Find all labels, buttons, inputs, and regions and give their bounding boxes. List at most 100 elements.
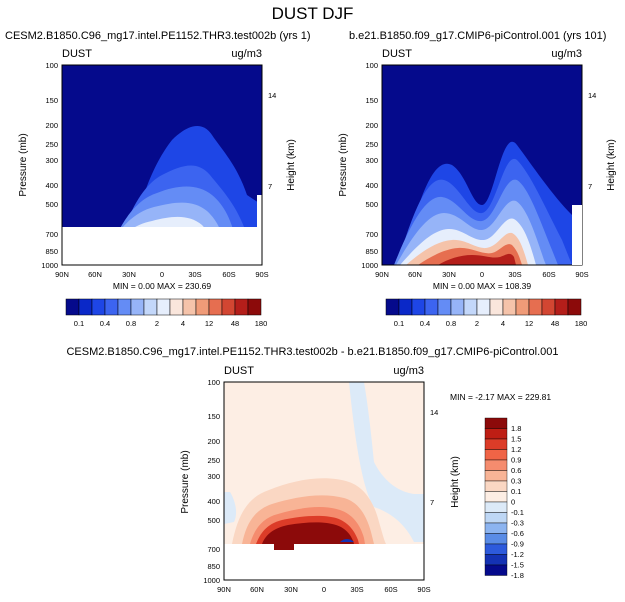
right-ground-strip — [572, 205, 582, 265]
page-title: DUST DJF — [271, 4, 354, 23]
right-ytick-700: 700 — [365, 230, 378, 239]
diff-colorbar-box-1 — [484, 428, 508, 440]
left-colorbar-box-7 — [156, 298, 171, 316]
diff-ytick-250: 250 — [207, 456, 220, 465]
left-colorbar-label-1: 0.4 — [100, 319, 110, 328]
right-colorbar-box-8 — [489, 298, 504, 316]
diff-colorbar-label-7: 0 — [511, 498, 515, 507]
left-ytick-150: 150 — [45, 96, 58, 105]
right-xtick-5: 60S — [542, 270, 555, 279]
right-colorbar-box-0 — [385, 298, 400, 316]
diff-colorbar-label-5: 0.3 — [511, 477, 521, 486]
left-ytick-250: 250 — [45, 140, 58, 149]
left-y2tick-14: 14 — [268, 91, 276, 100]
right-colorbar-box-14 — [567, 298, 582, 316]
right-colorbar-box-13 — [554, 298, 569, 316]
left-colorbar-label-4: 4 — [181, 319, 185, 328]
left-xtick-5: 60S — [222, 270, 235, 279]
diff-colorbar-label-4: 0.6 — [511, 466, 521, 475]
diff-neg-1 — [349, 382, 424, 542]
left-colorbar-box-2 — [91, 298, 106, 316]
left-xtick-3: 0 — [160, 270, 164, 279]
left-xtick-2: 30N — [122, 270, 136, 279]
left-y2-ticks: 14 7 — [268, 91, 276, 191]
right-panel-title: b.e21.B1850.f09_g17.CMIP6-piControl.001 … — [349, 30, 607, 42]
diff-colorbar-label-0: 1.8 — [511, 424, 521, 433]
left-xtick-0: 90N — [55, 270, 69, 279]
left-colorbar-box-6 — [143, 298, 158, 316]
right-panel-chart: DUST ug/m3 100 150 200 250 300 400 500 7… — [338, 48, 617, 328]
diff-colorbar-box-7 — [484, 491, 508, 503]
diff-y2label: Height (km) — [450, 456, 461, 508]
diff-colorbar-box-12 — [484, 543, 508, 555]
right-xtick-6: 90S — [575, 270, 588, 279]
left-colorbar-box-13 — [234, 298, 249, 316]
right-colorbar-box-1 — [398, 298, 413, 316]
right-ytick-200: 200 — [365, 121, 378, 130]
right-y2tick-7: 7 — [588, 182, 592, 191]
left-colorbar-box-9 — [182, 298, 197, 316]
diff-colorbar: 1.81.51.20.90.60.30.10-0.1-0.3-0.6-0.9-1… — [484, 417, 524, 580]
left-ytick-300: 300 — [45, 156, 58, 165]
right-plot-frame — [381, 64, 583, 266]
right-colorbar-label-2: 0.8 — [446, 319, 456, 328]
left-colorbar-box-0 — [65, 298, 80, 316]
diff-ytick-300: 300 — [207, 472, 220, 481]
left-colorbar-label-0: 0.1 — [74, 319, 84, 328]
diff-colorbar-label-3: 0.9 — [511, 456, 521, 465]
right-colorbar-box-12 — [541, 298, 556, 316]
left-xtick-1: 60N — [88, 270, 102, 279]
right-colorbar-box-2 — [411, 298, 426, 316]
diff-colorbar-label-12: -1.2 — [511, 550, 524, 559]
left-ytick-700: 700 — [45, 230, 58, 239]
left-ytick-200: 200 — [45, 121, 58, 130]
diff-ground-red — [274, 544, 294, 550]
right-colorbar-box-5 — [450, 298, 465, 316]
diff-colorbar-box-10 — [484, 522, 508, 534]
diff-ytick-850: 850 — [207, 562, 220, 571]
diff-stats: MIN = -2.17 MAX = 229.81 — [450, 392, 551, 402]
left-colorbar-label-3: 2 — [155, 319, 159, 328]
right-dust-label: DUST — [382, 48, 412, 60]
right-ytick-100: 100 — [365, 61, 378, 70]
left-ytick-850: 850 — [45, 247, 58, 256]
diff-colorbar-label-10: -0.6 — [511, 529, 524, 538]
diff-colorbar-box-4 — [484, 459, 508, 471]
diff-below-ground — [224, 544, 424, 580]
left-dust-label: DUST — [62, 48, 92, 60]
diff-neg-2 — [224, 492, 237, 524]
right-contour-8 — [438, 253, 516, 265]
left-plot-frame — [61, 64, 263, 266]
diff-colorbar-label-8: -0.1 — [511, 508, 524, 517]
diff-colorbar-box-3 — [484, 449, 508, 461]
diff-pos-5 — [262, 522, 354, 544]
diff-xtick-2: 30N — [284, 585, 298, 594]
left-colorbar-label-7: 180 — [255, 319, 268, 328]
right-colorbar-label-7: 180 — [575, 319, 588, 328]
diff-colorbar-box-14 — [484, 564, 508, 576]
right-colorbar-box-9 — [502, 298, 517, 316]
right-units-label: ug/m3 — [551, 48, 582, 60]
left-colorbar-box-8 — [169, 298, 184, 316]
diff-colorbar-box-6 — [484, 480, 508, 492]
right-ytick-150: 150 — [365, 96, 378, 105]
diff-y2tick-14: 14 — [430, 408, 438, 417]
left-units-label: ug/m3 — [231, 48, 262, 60]
right-colorbar-label-6: 48 — [551, 319, 559, 328]
right-colorbar-box-3 — [424, 298, 439, 316]
diff-ytick-100: 100 — [207, 378, 220, 387]
left-below-ground — [62, 227, 262, 265]
left-colorbar-box-4 — [117, 298, 132, 316]
diff-plot-frame — [223, 381, 425, 581]
left-plot: 100 150 200 250 300 400 500 700 850 1000… — [41, 61, 276, 291]
diff-colorbar-box-11 — [484, 533, 508, 545]
left-colorbar-box-3 — [104, 298, 119, 316]
left-xtick-6: 90S — [255, 270, 268, 279]
right-x-ticks: 90N 60N 30N 0 30S 60S 90S — [375, 270, 589, 279]
diff-dust-label: DUST — [224, 365, 254, 377]
diff-colorbar-label-14: -1.8 — [511, 571, 524, 580]
diff-blobs — [224, 382, 424, 544]
diff-colorbar-label-9: -0.3 — [511, 519, 524, 528]
right-stats: MIN = 0.00 MAX = 108.39 — [433, 281, 532, 291]
diff-panel-chart: DUST ug/m3 100 150 200 250 300 400 500 7… — [180, 365, 551, 594]
